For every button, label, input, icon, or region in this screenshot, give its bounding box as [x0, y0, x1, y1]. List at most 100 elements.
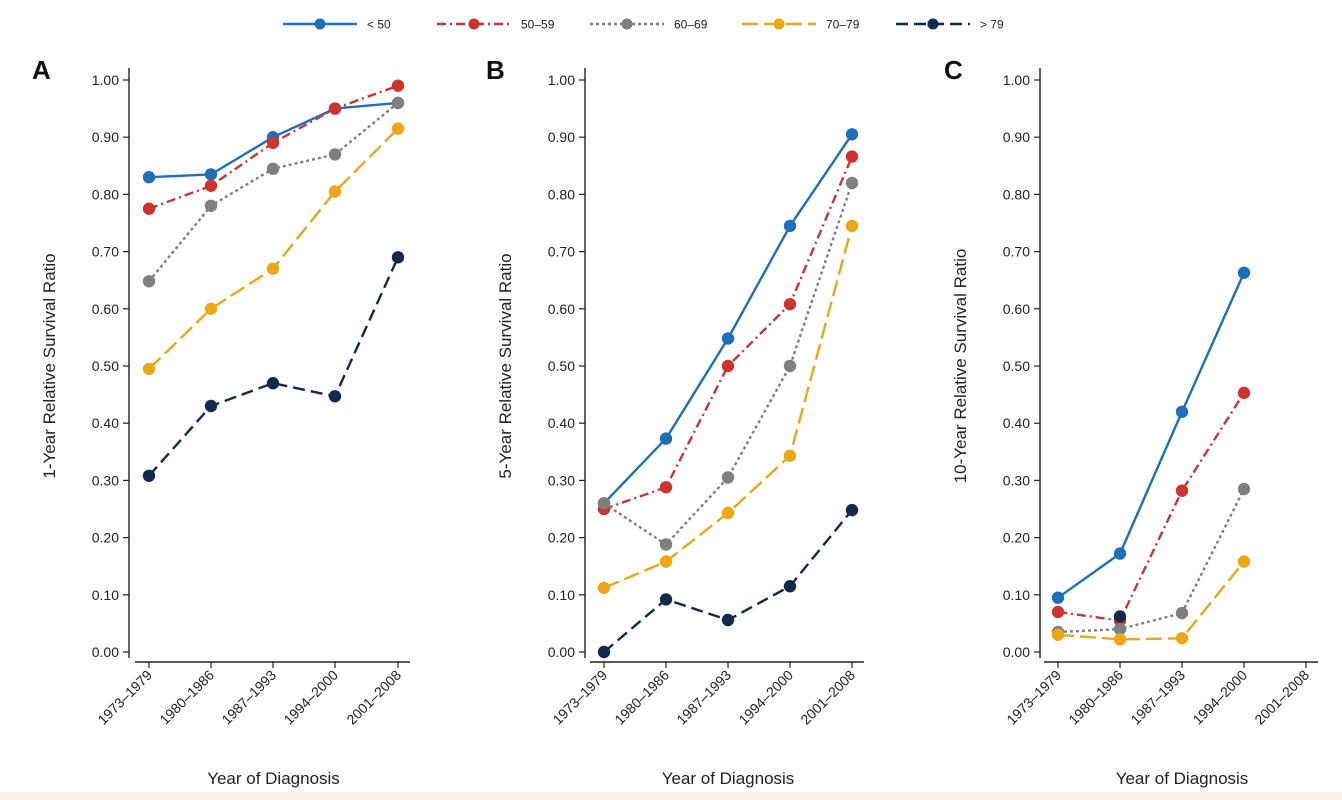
x-tick-label: 1980–1986 — [1065, 667, 1126, 728]
x-tick-label: 2001–2008 — [343, 667, 404, 728]
y-tick-label: 0.90 — [548, 129, 575, 145]
data-point — [783, 580, 797, 593]
data-point — [266, 162, 280, 175]
legend-marker — [927, 18, 939, 30]
data-point — [721, 506, 735, 520]
y-tick-label: 0.30 — [1003, 472, 1030, 488]
legend-label: 70–79 — [826, 18, 860, 32]
data-point — [204, 199, 218, 212]
x-axis-title: Year of Diagnosis — [662, 769, 795, 788]
data-point — [845, 176, 859, 190]
data-point — [266, 377, 280, 390]
series-line — [148, 256, 400, 477]
x-tick-label: 1987–1993 — [218, 667, 279, 728]
y-tick-label: 0.60 — [1003, 301, 1030, 317]
data-point — [659, 555, 673, 568]
data-point — [142, 362, 156, 376]
y-tick-label: 0.60 — [92, 301, 119, 317]
data-point — [391, 122, 405, 135]
series-line — [603, 182, 854, 546]
data-point — [1113, 610, 1127, 623]
series-line — [148, 101, 399, 283]
data-point — [328, 390, 342, 403]
data-point — [597, 581, 611, 595]
x-tick-label: 1994–2000 — [735, 667, 796, 728]
data-point — [1237, 555, 1251, 568]
series-line — [603, 509, 853, 653]
x-tick-label: 1994–2000 — [280, 667, 341, 728]
x-tick-label: 1987–1993 — [1127, 667, 1188, 728]
y-tick-label: 0.60 — [548, 301, 575, 317]
data-point — [1175, 484, 1189, 497]
data-point — [204, 179, 218, 192]
y-tick-label: 0.30 — [92, 472, 119, 488]
y-tick-label: 1.00 — [92, 72, 119, 88]
data-point — [391, 251, 405, 264]
data-point — [721, 613, 735, 627]
y-tick-label: 0.40 — [1003, 415, 1030, 431]
data-point — [721, 332, 735, 345]
y-tick-label: 0.20 — [1003, 530, 1030, 546]
data-point — [142, 469, 156, 482]
series — [1113, 610, 1127, 623]
x-tick-label: 2001–2008 — [797, 667, 858, 728]
y-tick-label: 0.20 — [548, 530, 575, 546]
y-tick-label: 0.70 — [1003, 244, 1030, 260]
y-tick-label: 0.10 — [548, 587, 575, 603]
y-tick-label: 0.50 — [1003, 358, 1030, 374]
x-tick-label: 1994–2000 — [1189, 667, 1250, 728]
y-tick-label: 0.10 — [92, 587, 119, 603]
legend-label: 60–69 — [674, 18, 708, 32]
data-point — [1051, 628, 1065, 641]
y-tick-label: 0.20 — [92, 530, 119, 546]
series — [597, 128, 859, 510]
y-tick-label: 0.50 — [92, 358, 119, 374]
series — [597, 503, 859, 659]
y-axis-title: 1-Year Relative Survival Ratio — [40, 253, 59, 478]
series — [142, 96, 405, 288]
data-point — [783, 298, 797, 311]
data-point — [845, 219, 859, 233]
series — [597, 176, 859, 551]
data-point — [1113, 547, 1127, 560]
data-point — [845, 503, 859, 517]
chart-panel-c: C 0.00 0.10 0.20 0.30 0.40 0.50 0.60 0.70 0.80 0.9… — [944, 55, 1318, 788]
data-point — [391, 79, 405, 92]
y-tick-label: 0.30 — [548, 472, 575, 488]
y-tick-label: 0.00 — [1003, 644, 1030, 660]
data-point — [845, 150, 859, 163]
data-point — [1175, 405, 1189, 418]
x-tick-label: 1973–1979 — [94, 667, 155, 728]
x-tick-label: 1973–1979 — [1003, 667, 1064, 728]
data-point — [783, 219, 797, 233]
x-axis-title: Year of Diagnosis — [207, 769, 340, 788]
data-point — [142, 275, 156, 288]
data-point — [845, 128, 859, 141]
data-point — [721, 359, 735, 373]
data-point — [1113, 633, 1127, 646]
x-tick-label: 1980–1986 — [156, 667, 217, 728]
panel-letter: B — [486, 55, 505, 85]
x-tick-label: 1973–1979 — [549, 667, 610, 728]
data-point — [783, 359, 797, 373]
bottom-band — [0, 792, 1342, 800]
y-tick-label: 0.70 — [92, 244, 119, 260]
panel-letter: C — [944, 55, 963, 85]
data-point — [597, 497, 611, 510]
panel-letter: A — [32, 55, 51, 85]
y-tick-label: 0.00 — [548, 644, 575, 660]
data-point — [1237, 266, 1251, 279]
legend-marker — [621, 18, 633, 30]
series — [597, 219, 859, 595]
x-axis-title: Year of Diagnosis — [1116, 769, 1249, 788]
y-tick-label: 0.40 — [92, 415, 119, 431]
series-line — [1057, 488, 1246, 634]
series — [142, 122, 405, 376]
chart-panel-a: A 0.00 0.10 0.20 0.30 0.40 0.50 0.60 0.70 0.80 0.9… — [32, 55, 410, 788]
series — [142, 79, 405, 215]
data-point — [328, 102, 342, 115]
y-tick-label: 0.40 — [548, 415, 575, 431]
series-line — [603, 156, 854, 511]
data-point — [204, 168, 218, 181]
